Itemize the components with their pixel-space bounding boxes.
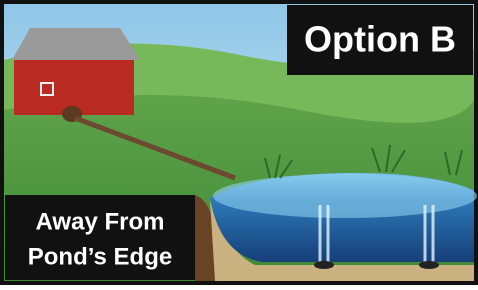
illustration: Option B Away From Pond’s Edge [0,0,478,285]
page: Option B Away From Pond’s Edge (() => { … [0,0,478,285]
caption-line: Away From [36,208,165,235]
option-label: Option B [304,19,456,60]
pond-surface [213,174,477,218]
caption-line: Pond’s Edge [28,243,172,270]
barn [12,28,140,122]
